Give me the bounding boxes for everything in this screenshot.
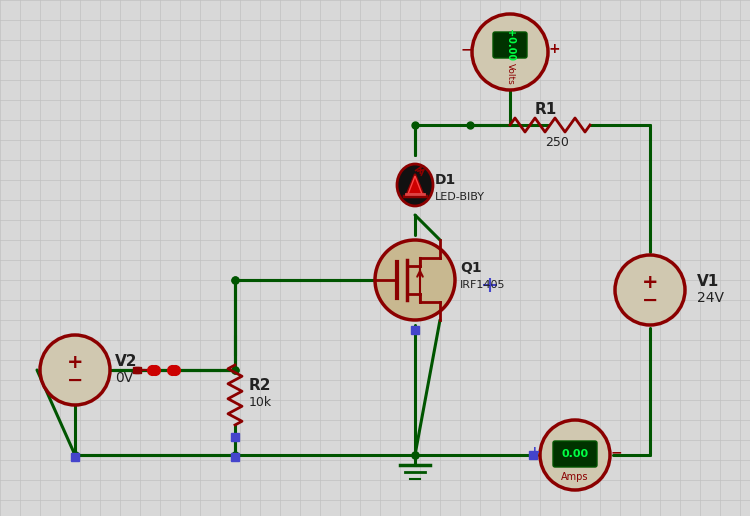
Text: −: − — [610, 445, 622, 459]
Text: R1: R1 — [535, 102, 557, 117]
Text: +0.00: +0.00 — [505, 29, 515, 61]
Text: Volts: Volts — [506, 63, 515, 85]
Text: +: + — [67, 352, 83, 372]
Text: LED-BIBY: LED-BIBY — [435, 192, 485, 202]
Text: 0V: 0V — [115, 371, 134, 385]
Text: −: − — [67, 370, 83, 390]
Text: V1: V1 — [697, 275, 719, 289]
FancyBboxPatch shape — [493, 32, 527, 58]
Polygon shape — [408, 176, 422, 194]
Text: −: − — [642, 291, 658, 310]
Text: R2: R2 — [249, 378, 272, 393]
Text: Q1: Q1 — [460, 261, 482, 275]
Ellipse shape — [397, 164, 433, 206]
Text: 10k: 10k — [249, 396, 272, 410]
Text: 250: 250 — [545, 137, 568, 150]
Circle shape — [540, 420, 610, 490]
Text: Amps: Amps — [561, 472, 589, 482]
Circle shape — [40, 335, 110, 405]
Text: +: + — [642, 272, 658, 292]
Text: +: + — [548, 42, 560, 56]
Circle shape — [472, 14, 548, 90]
FancyBboxPatch shape — [553, 441, 597, 467]
Text: +: + — [528, 445, 540, 459]
Text: 0.00: 0.00 — [562, 449, 589, 459]
Text: IRF1405: IRF1405 — [460, 280, 506, 290]
Polygon shape — [406, 174, 424, 196]
Circle shape — [615, 255, 685, 325]
Text: V2: V2 — [115, 354, 137, 369]
Text: 24V: 24V — [697, 291, 724, 305]
Text: D1: D1 — [435, 173, 456, 187]
Circle shape — [375, 240, 455, 320]
Text: −: − — [460, 42, 472, 56]
